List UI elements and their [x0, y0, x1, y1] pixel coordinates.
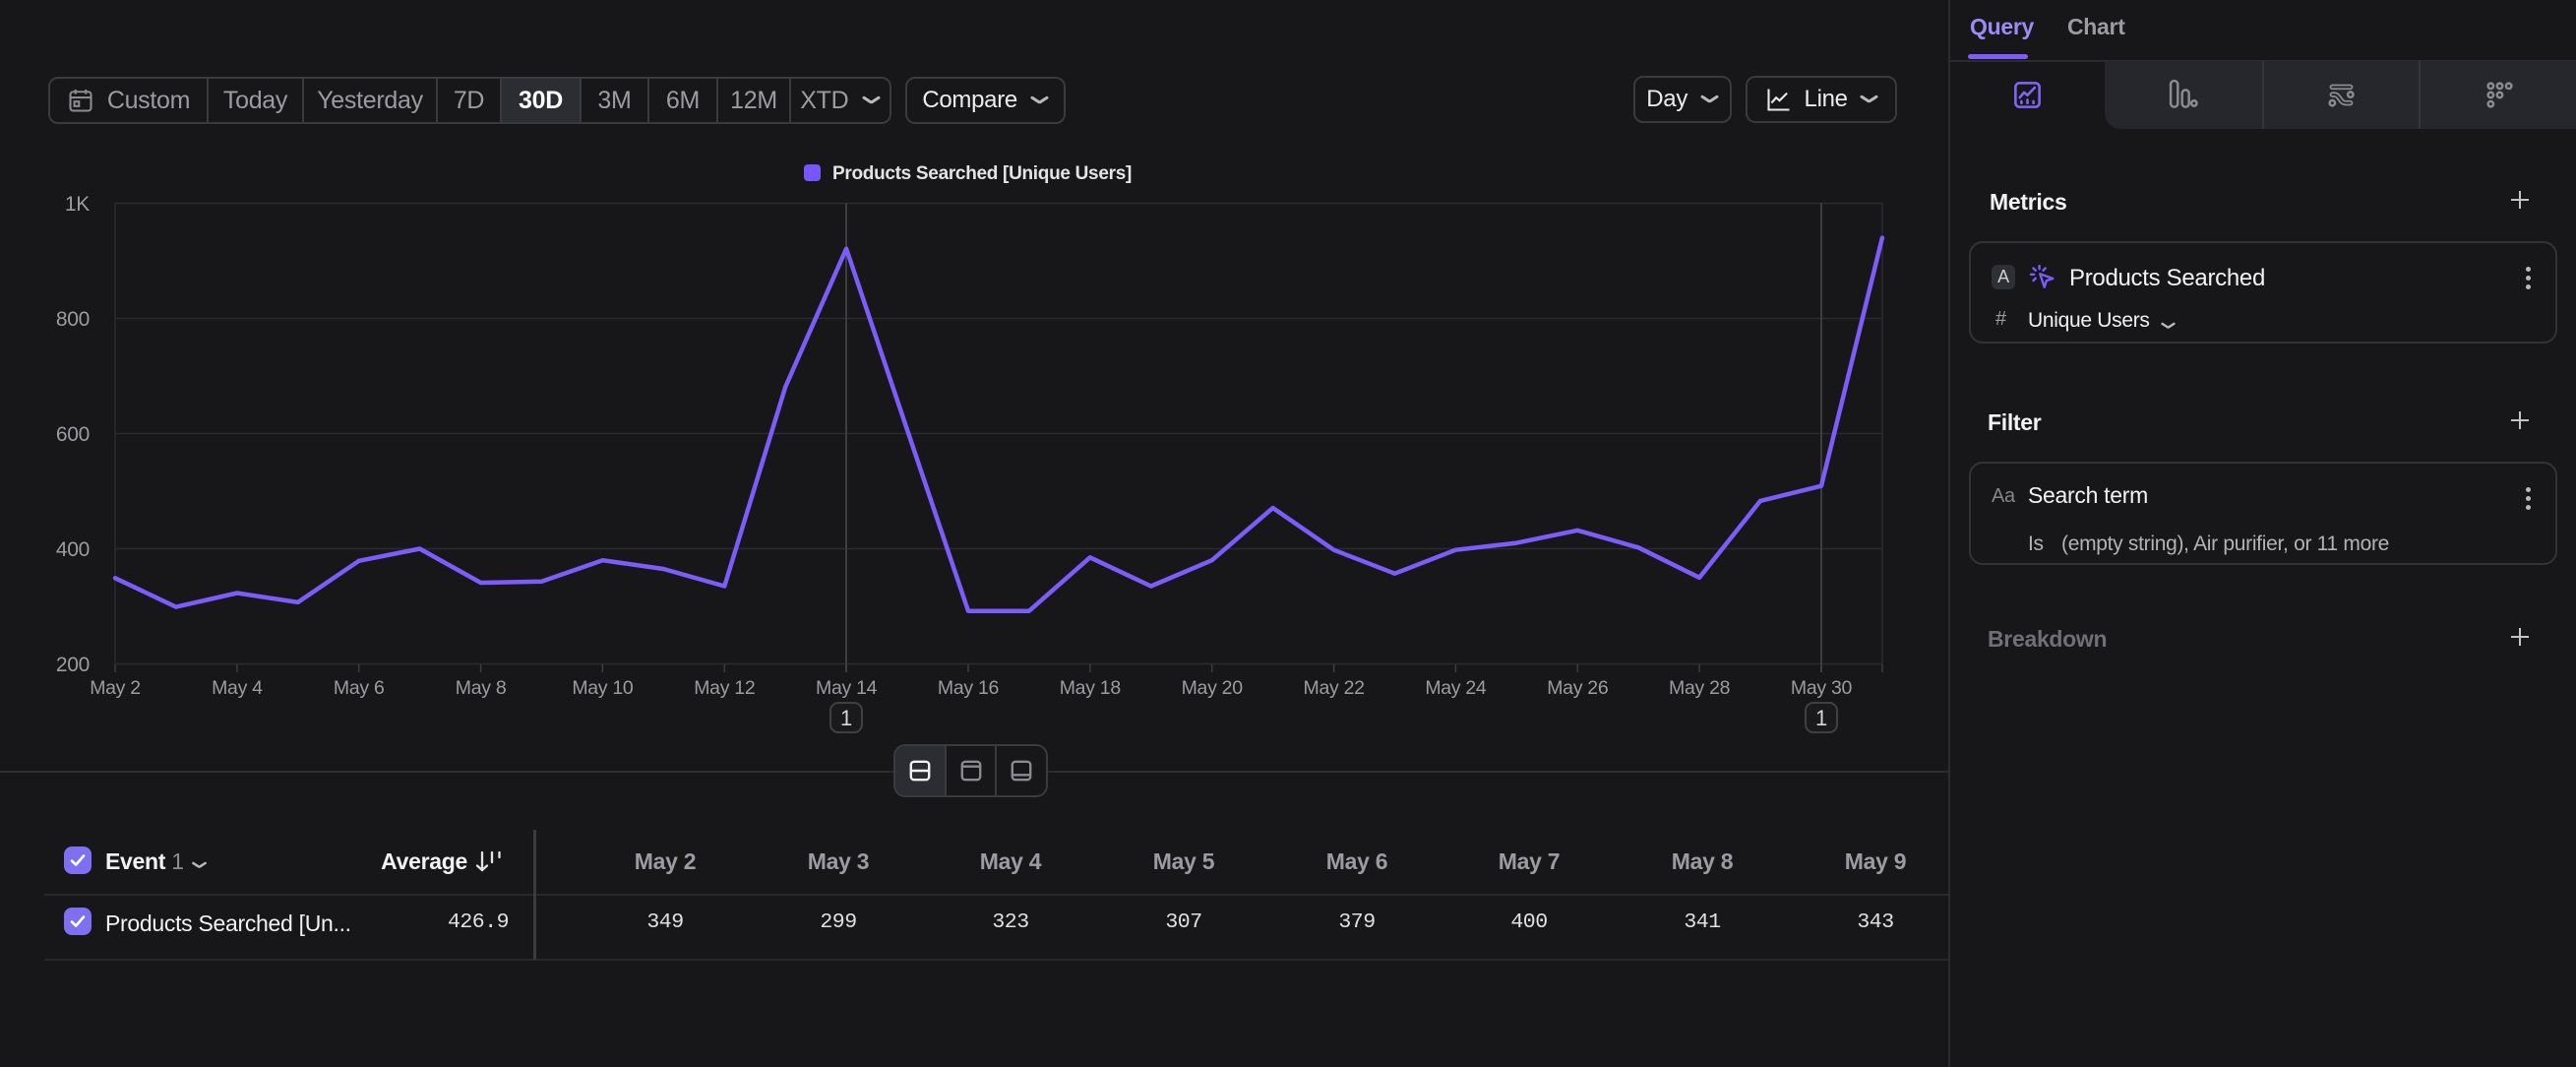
svg-text:1K: 1K: [65, 193, 90, 216]
svg-text:May 10: May 10: [572, 677, 634, 699]
svg-text:May 18: May 18: [1060, 677, 1121, 699]
svg-text:May 20: May 20: [1182, 677, 1244, 699]
svg-text:1: 1: [840, 706, 852, 730]
svg-text:200: 200: [56, 654, 90, 676]
svg-text:May 16: May 16: [938, 677, 999, 699]
svg-text:May 28: May 28: [1669, 677, 1730, 699]
svg-text:May 6: May 6: [334, 677, 385, 699]
svg-text:May 30: May 30: [1791, 677, 1853, 699]
svg-text:May 24: May 24: [1425, 677, 1487, 699]
svg-text:May 26: May 26: [1547, 677, 1608, 699]
svg-text:May 12: May 12: [694, 677, 755, 699]
svg-text:May 8: May 8: [456, 677, 507, 699]
svg-text:Products Searched [Unique User: Products Searched [Unique Users]: [832, 163, 1132, 184]
svg-text:May 22: May 22: [1304, 677, 1365, 699]
svg-text:600: 600: [56, 423, 90, 446]
svg-text:May 4: May 4: [212, 677, 263, 699]
svg-text:1: 1: [1815, 706, 1827, 730]
svg-text:May 2: May 2: [90, 677, 141, 699]
svg-text:800: 800: [56, 308, 90, 331]
svg-text:May 14: May 14: [816, 677, 878, 699]
svg-text:400: 400: [56, 538, 90, 561]
